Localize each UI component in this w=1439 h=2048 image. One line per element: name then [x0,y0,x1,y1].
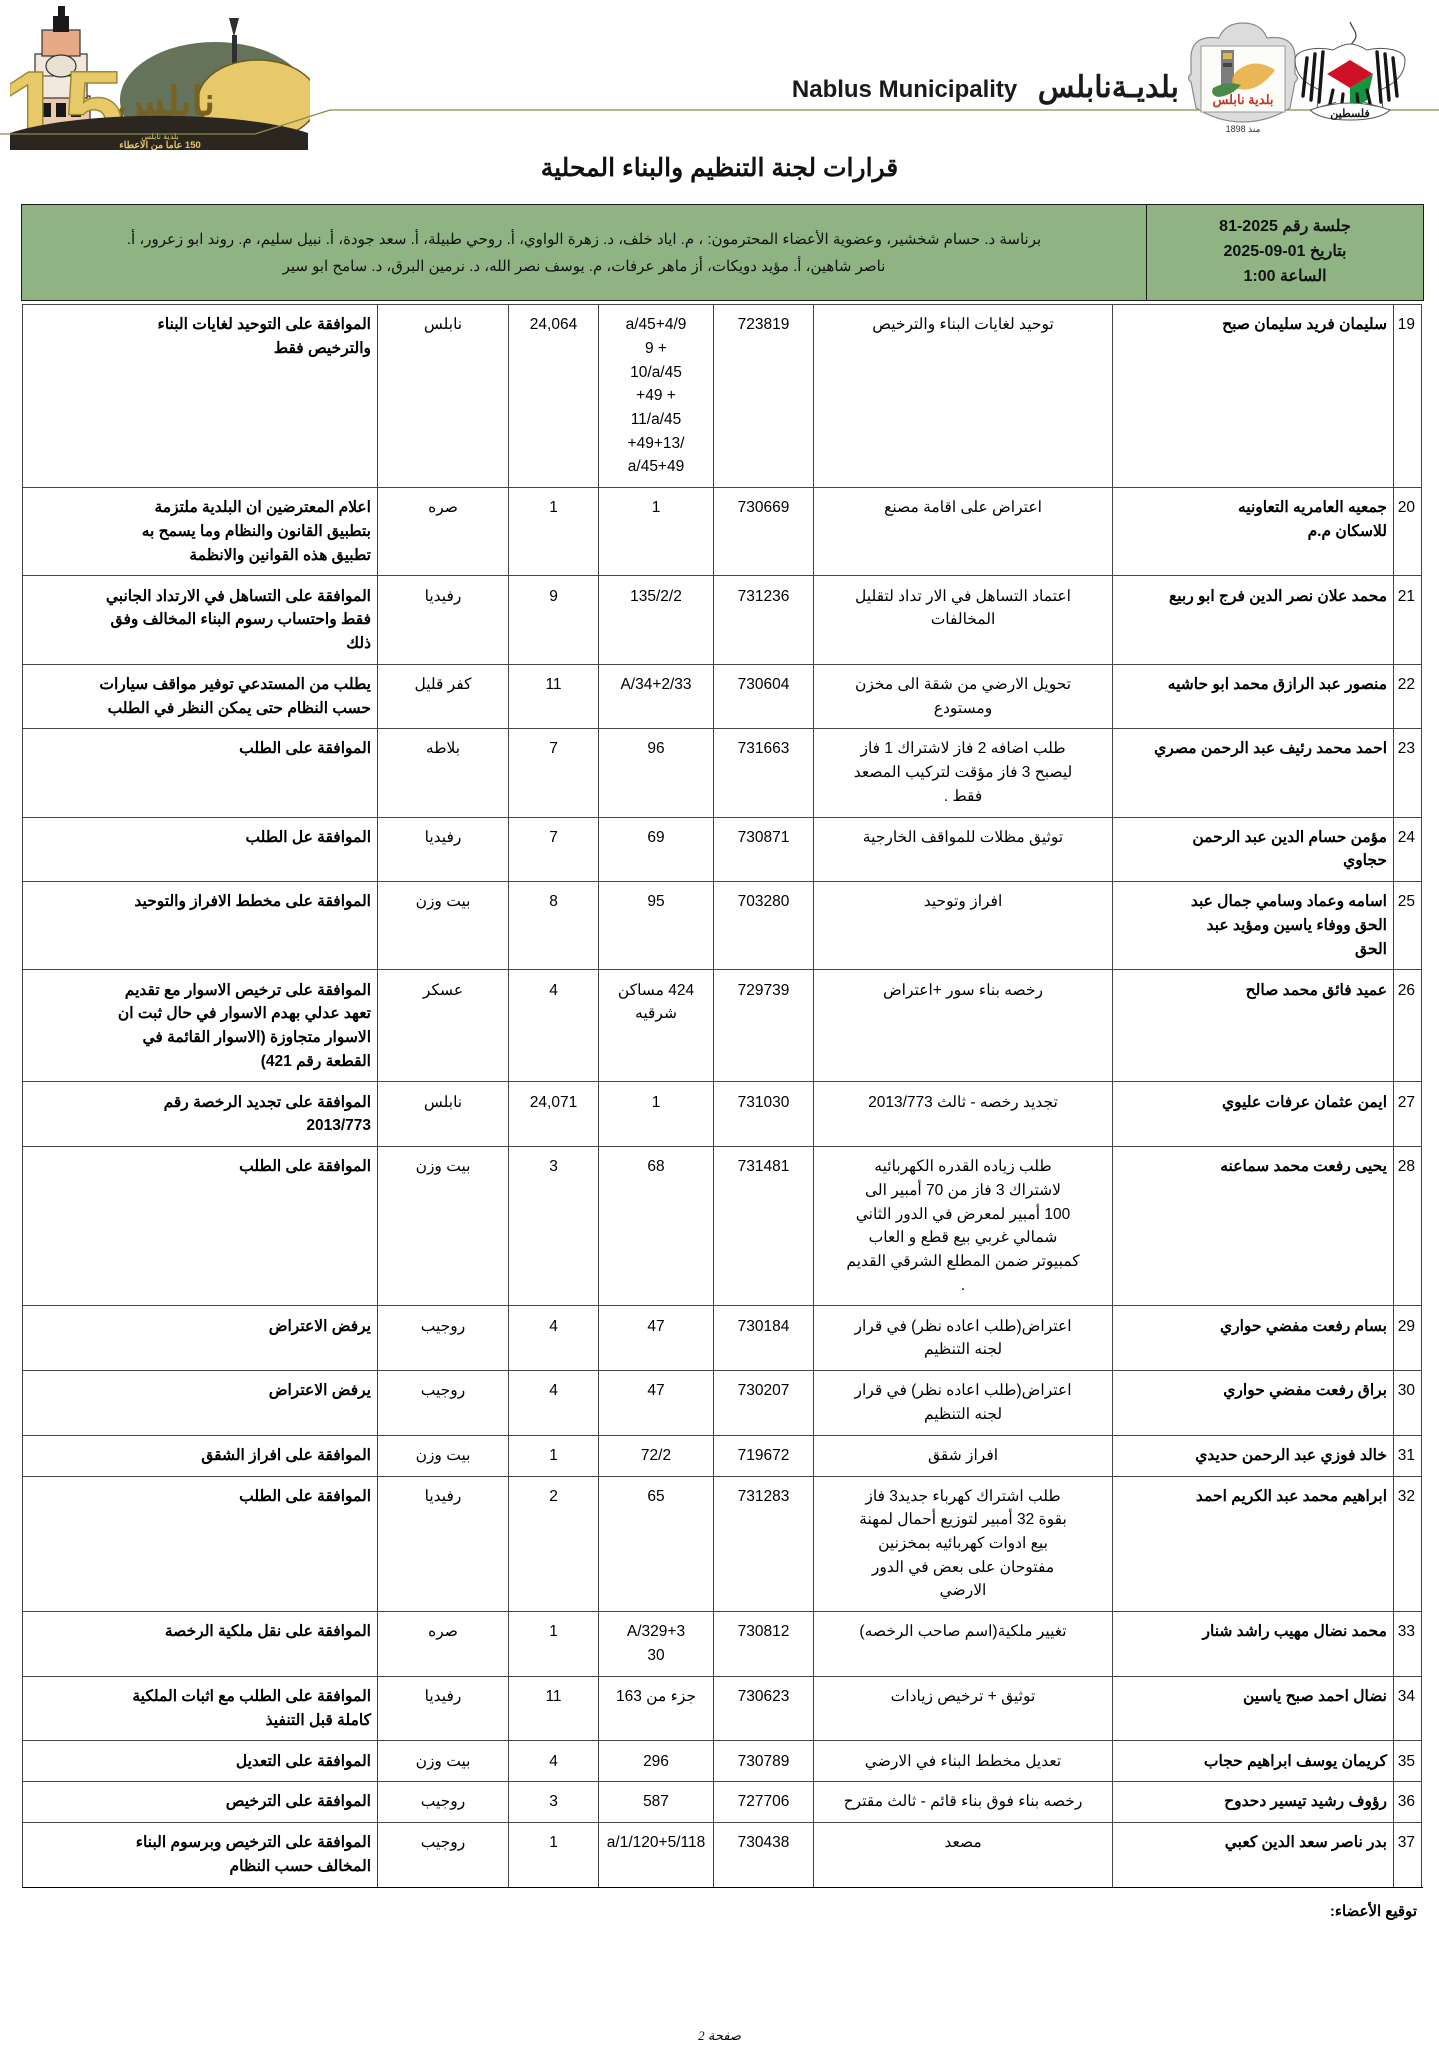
svg-text:منذ 1898: منذ 1898 [1226,124,1261,134]
svg-text:بلدية نابلس: بلدية نابلس [1212,92,1273,108]
svg-text:فلسطين: فلسطين [1330,108,1369,120]
svg-text:150 عاما من الاعطاء: 150 عاما من الاعطاء [119,140,201,150]
